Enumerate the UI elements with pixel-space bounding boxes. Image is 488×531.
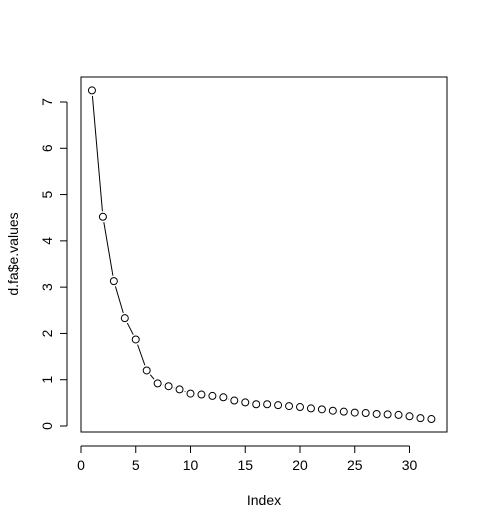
data-point xyxy=(383,410,392,419)
x-tick-label: 10 xyxy=(183,457,199,473)
series-line-segment xyxy=(149,374,155,380)
data-point xyxy=(142,366,151,375)
data-point xyxy=(164,382,173,391)
data-point xyxy=(175,385,184,394)
data-point xyxy=(427,415,436,424)
data-point xyxy=(285,402,294,411)
series-line-segment xyxy=(126,322,134,335)
data-point xyxy=(131,335,140,344)
data-point xyxy=(120,314,129,323)
data-series xyxy=(87,86,436,424)
y-tick-label: 4 xyxy=(39,237,55,245)
data-point xyxy=(219,393,228,402)
y-axis: 0 1 2 3 4 5 6 7 xyxy=(39,98,68,430)
x-tick-label: 25 xyxy=(347,457,363,473)
x-tick-label: 0 xyxy=(77,457,85,473)
y-tick-label: 0 xyxy=(39,422,55,430)
data-point xyxy=(274,401,283,410)
y-tick-label: 7 xyxy=(39,98,55,106)
data-point xyxy=(153,379,162,388)
data-point xyxy=(252,400,261,409)
x-tick-label: 5 xyxy=(132,457,140,473)
y-tick-label: 3 xyxy=(39,283,55,291)
y-tick-label: 6 xyxy=(39,144,55,152)
data-point xyxy=(241,398,250,407)
y-tick-label: 2 xyxy=(39,329,55,337)
data-point xyxy=(317,405,326,414)
y-axis-title: d.fa$e.values xyxy=(5,212,21,295)
x-tick-label: 20 xyxy=(292,457,308,473)
data-point xyxy=(361,409,370,418)
data-point xyxy=(109,277,118,286)
data-point xyxy=(405,412,414,421)
data-point xyxy=(328,406,337,415)
series-line-segment xyxy=(103,222,114,276)
series-line-segment xyxy=(137,344,146,366)
data-point xyxy=(197,390,206,399)
data-point xyxy=(339,407,348,416)
y-tick-label: 5 xyxy=(39,190,55,198)
x-tick-label: 30 xyxy=(402,457,418,473)
data-point xyxy=(416,414,425,423)
data-point xyxy=(186,389,195,398)
data-point xyxy=(98,212,107,221)
data-point xyxy=(350,408,359,417)
data-point xyxy=(372,409,381,418)
data-point xyxy=(296,403,304,412)
x-tick-label: 15 xyxy=(237,457,253,473)
data-point xyxy=(394,410,403,419)
data-point xyxy=(263,400,272,409)
data-point xyxy=(208,391,217,400)
y-tick-label: 1 xyxy=(39,376,55,384)
series-line-segment xyxy=(91,95,103,212)
x-axis: 0 5 10 15 20 25 30 xyxy=(77,445,418,473)
series-line-segment xyxy=(114,286,124,314)
x-axis-title: Index xyxy=(247,492,281,508)
plot-frame xyxy=(80,76,448,433)
data-point xyxy=(87,86,96,95)
data-point xyxy=(230,396,239,405)
data-point xyxy=(306,404,315,413)
